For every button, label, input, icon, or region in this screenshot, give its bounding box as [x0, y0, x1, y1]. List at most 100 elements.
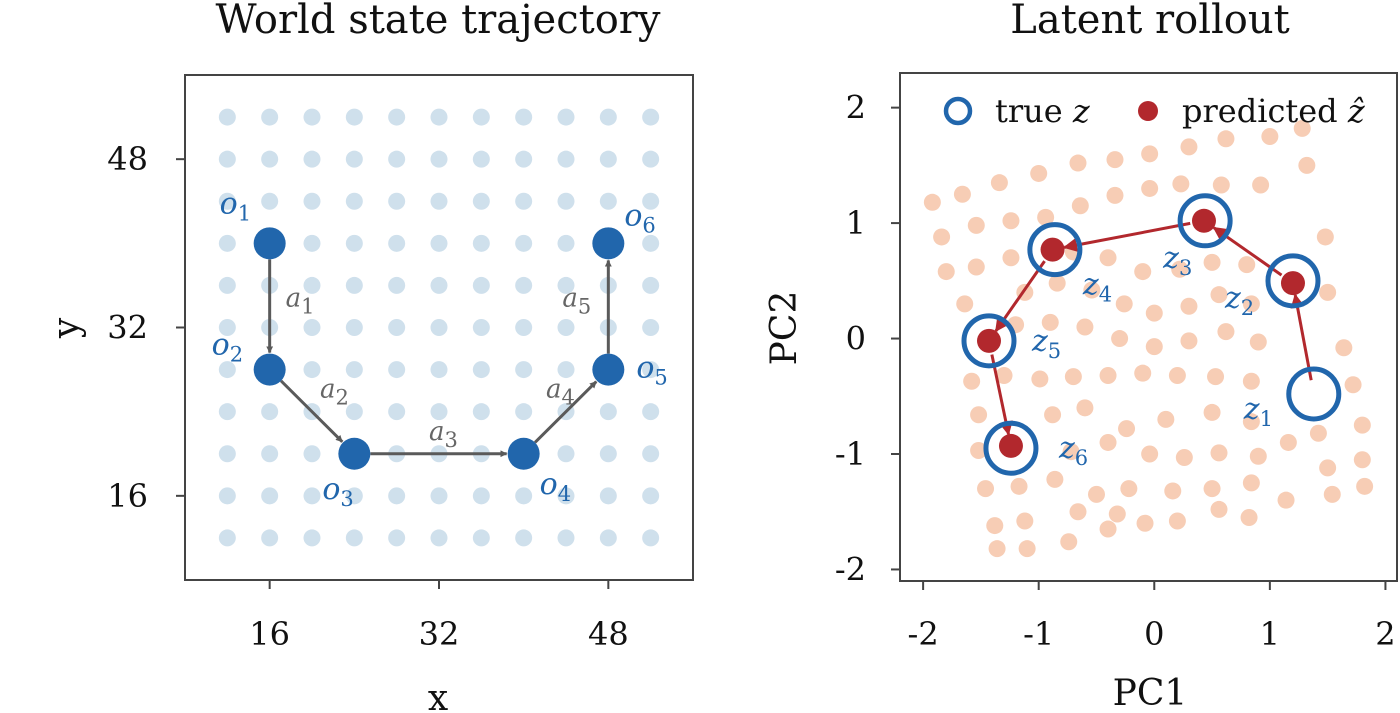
grid-dot — [472, 108, 490, 126]
grid-dot — [472, 150, 490, 168]
grid-dot — [599, 403, 617, 421]
left-action-labels: a1 a2 a3 a4 a5 — [286, 283, 592, 451]
cloud-dot — [1041, 313, 1059, 331]
grid-dot — [515, 487, 533, 505]
cloud-dot — [1141, 145, 1159, 163]
cloud-dot — [1180, 138, 1198, 156]
grid-dot — [430, 529, 448, 547]
grid-dot — [515, 276, 533, 294]
grid-dot — [218, 445, 236, 463]
cloud-dot — [1136, 514, 1154, 532]
grid-dot — [345, 150, 363, 168]
grid-dot — [388, 150, 406, 168]
cloud-dot — [1099, 433, 1117, 451]
grid-dot — [642, 276, 660, 294]
grid-dot — [642, 150, 660, 168]
cloud-dot — [1115, 295, 1133, 313]
cloud-dot — [1210, 444, 1228, 462]
cloud-dot — [1316, 228, 1334, 246]
true-latent-marker — [983, 420, 1039, 476]
left-action-arrows — [266, 259, 612, 458]
cloud-dot — [1048, 274, 1066, 292]
grid-dot — [261, 150, 279, 168]
grid-dot — [261, 192, 279, 210]
latent-label: z3 — [1162, 241, 1192, 280]
grid-dot — [557, 276, 575, 294]
grid-dot — [430, 276, 448, 294]
grid-dot — [303, 319, 321, 336]
grid-dot — [261, 403, 279, 421]
right-predicted-points — [976, 208, 1305, 458]
legend-true-marker — [943, 96, 973, 126]
grid-dot — [557, 445, 575, 463]
grid-dot — [557, 192, 575, 210]
cloud-dot — [1203, 253, 1221, 271]
cloud-dot — [1064, 368, 1082, 386]
grid-dot — [557, 234, 575, 252]
grid-dot — [430, 361, 448, 379]
cloud-dot — [1145, 304, 1163, 322]
cloud-dot — [1141, 179, 1159, 197]
grid-dot — [261, 445, 279, 463]
action-label: a1 — [286, 283, 315, 318]
legend-predicted-label: predicted ẑ — [1182, 92, 1366, 130]
cloud-dot — [1203, 480, 1221, 498]
grid-dot — [388, 487, 406, 505]
predicted-latent-marker — [1191, 208, 1216, 233]
grid-dot — [599, 150, 617, 168]
true-latent-marker — [1265, 253, 1321, 309]
cloud-dot — [1164, 482, 1182, 500]
grid-dot — [642, 361, 660, 379]
predicted-latent-marker — [998, 433, 1023, 458]
cloud-dot — [1279, 433, 1297, 451]
cloud-dot — [1069, 503, 1087, 521]
grid-dot — [430, 192, 448, 210]
grid-dot — [430, 150, 448, 168]
cloud-dot — [1168, 366, 1186, 384]
cloud-dot — [953, 185, 971, 203]
cloud-dot — [923, 193, 941, 211]
cloud-dot — [1319, 283, 1337, 301]
observation-point — [592, 227, 625, 260]
cloud-dot — [1210, 500, 1228, 518]
grid-dot — [345, 108, 363, 126]
cloud-dot — [1083, 281, 1101, 299]
grid-dot — [303, 445, 321, 463]
cloud-dot — [1175, 448, 1193, 466]
grid-dot — [515, 234, 533, 252]
x-tick-label: 0 — [1144, 615, 1164, 653]
grid-dot — [345, 234, 363, 252]
predicted-latent-marker — [1040, 237, 1065, 262]
grid-dot — [218, 150, 236, 168]
cloud-dot — [1134, 364, 1152, 382]
grid-dot — [642, 529, 660, 547]
grid-dot — [218, 276, 236, 294]
cloud-dot — [1069, 154, 1087, 172]
y-tick-label: 2 — [846, 89, 866, 127]
cloud-dot — [1180, 297, 1198, 315]
grid-dot — [472, 403, 490, 421]
cloud-dot — [1030, 164, 1048, 182]
cloud-dot — [970, 442, 988, 460]
grid-dot — [515, 192, 533, 210]
true-latent-marker — [1027, 222, 1083, 278]
grid-dot — [557, 150, 575, 168]
grid-dot — [303, 529, 321, 547]
observation-label: o4 — [540, 467, 571, 506]
grid-dot — [303, 150, 321, 168]
cloud-dot — [1018, 540, 1036, 558]
left-trajectory-points — [253, 227, 625, 470]
grid-dot — [303, 234, 321, 252]
grid-dot — [261, 108, 279, 126]
grid-dot — [345, 319, 363, 336]
grid-dot — [303, 276, 321, 294]
grid-dot — [388, 319, 406, 336]
cloud-dot — [1242, 295, 1260, 313]
cloud-dot — [967, 258, 985, 276]
y-tick-label: 32 — [107, 309, 148, 347]
grid-dot — [642, 192, 660, 210]
cloud-dot — [1118, 420, 1136, 438]
right-y-axis-label: PC2 — [764, 291, 805, 366]
right-z-labels: z1 z2 z3 z4 z5 z6 — [1031, 241, 1273, 470]
